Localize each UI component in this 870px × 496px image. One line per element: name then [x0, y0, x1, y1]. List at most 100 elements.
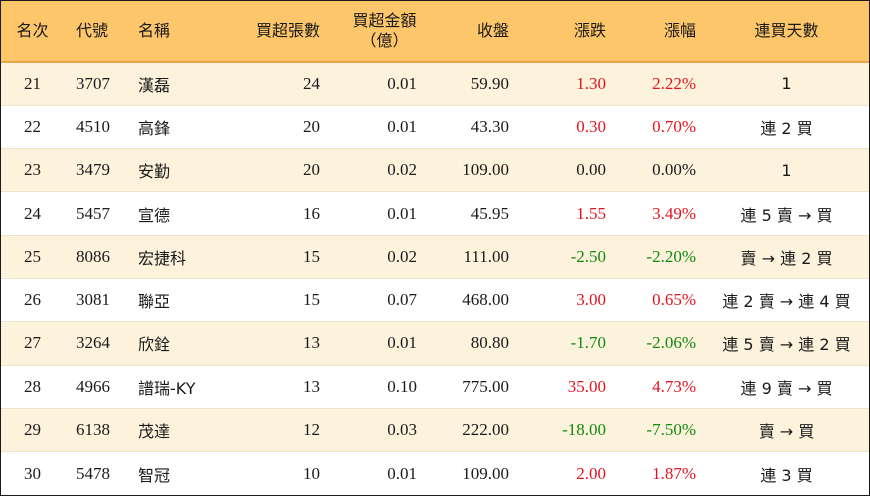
- table-row: 30 5478 智冠 10 0.01 109.00 2.00 1.87% 連 3 買: [1, 451, 869, 495]
- cell-rank: 24: [1, 191, 64, 236]
- cell-streak: 1: [781, 74, 792, 94]
- cell-streak: 連 3 買: [704, 451, 869, 495]
- cell-close: 59.90: [470, 73, 509, 93]
- cell-code: 4510: [64, 104, 128, 149]
- cell-name: 高鋒: [128, 104, 224, 149]
- cell-change-pct: -2.20%: [614, 234, 704, 279]
- header-name: 名稱: [128, 1, 224, 63]
- cell-buy-amount: 0.02: [326, 234, 425, 279]
- table-row: 28 4966 譜瑞-KY 13 0.10 775.00 35.00 4.73% 連 9 賣 →…: [1, 364, 869, 409]
- table-row: 24 5457 宣德 16 0.01 45.95 1.55 3.49% 連 5 賣 → 買: [1, 191, 869, 236]
- header-close: 收盤: [425, 1, 517, 63]
- cell-name: 宏捷科: [128, 234, 224, 279]
- cell-change: 35.00: [517, 364, 614, 409]
- cell-change: 2.00: [517, 451, 614, 495]
- cell-name: 漢磊: [138, 75, 171, 95]
- cell-buy-amount: 0.03: [326, 407, 425, 452]
- cell-buy-amount: 0.01: [326, 321, 425, 366]
- cell-rank: 28: [1, 364, 64, 409]
- cell-buy-qty: 16: [224, 191, 326, 236]
- cell-close: 109.00: [425, 451, 517, 495]
- cell-change-pct: 2.22%: [652, 73, 696, 93]
- cell-rank: 25: [1, 234, 64, 279]
- header-rank: 名次: [1, 1, 64, 63]
- table-row: 26 3081 聯亞 15 0.07 468.00 3.00 0.65% 連 2 賣 → 連 4…: [1, 277, 869, 322]
- cell-change: 0.30: [517, 104, 614, 149]
- cell-change: 3.00: [517, 277, 614, 322]
- cell-code: 5457: [64, 191, 128, 236]
- cell-streak: 連 2 買: [704, 104, 869, 149]
- cell-buy-qty: 13: [224, 321, 326, 366]
- table-row: 27 3264 欣銓 13 0.01 80.80 -1.70 -2.06% 連 5 賣 → 連 …: [1, 321, 869, 366]
- cell-name: 智冠: [128, 451, 224, 495]
- cell-streak: 連 5 賣 → 買: [704, 191, 869, 236]
- cell-buy-qty: 20: [224, 148, 326, 192]
- cell-streak: 賣 → 連 2 買: [704, 234, 869, 279]
- cell-close: 468.00: [425, 277, 517, 322]
- cell-change: -2.50: [517, 234, 614, 279]
- cell-streak: 連 9 賣 → 買: [704, 364, 869, 409]
- header-change: 漲跌: [517, 1, 614, 63]
- cell-change: 1.30: [576, 73, 606, 93]
- cell-buy-qty: 20: [224, 104, 326, 149]
- header-change-pct: 漲幅: [614, 1, 704, 63]
- cell-code: 4966: [64, 364, 128, 409]
- cell-change-pct: 0.70%: [614, 104, 704, 149]
- cell-close: 43.30: [425, 104, 517, 149]
- cell-rank: 21: [24, 73, 41, 93]
- cell-code: 3081: [64, 277, 128, 322]
- cell-rank: 23: [1, 148, 64, 192]
- table-row: 29 6138 茂達 12 0.03 222.00 -18.00 -7.50% 賣 → 買: [1, 407, 869, 452]
- header-streak: 連買天數: [704, 1, 869, 63]
- cell-change: -18.00: [517, 407, 614, 452]
- cell-buy-qty: 12: [224, 407, 326, 452]
- cell-change-pct: -2.06%: [614, 321, 704, 366]
- cell-name: 聯亞: [128, 277, 224, 322]
- cell-rank: 27: [1, 321, 64, 366]
- cell-buy-qty: 13: [224, 364, 326, 409]
- cell-buy-amount: 0.10: [326, 364, 425, 409]
- cell-buy-qty: 10: [224, 451, 326, 495]
- cell-close: 45.95: [425, 191, 517, 236]
- cell-change-pct: 4.73%: [614, 364, 704, 409]
- cell-change: 0.00: [517, 148, 614, 192]
- cell-buy-amount: 0.01: [326, 191, 425, 236]
- cell-name: 茂達: [128, 407, 224, 452]
- cell-change-pct: 0.00%: [614, 148, 704, 192]
- cell-buy-qty: 15: [224, 277, 326, 322]
- cell-close: 222.00: [425, 407, 517, 452]
- cell-buy-amount: 0.01: [326, 104, 425, 149]
- cell-change-pct: -7.50%: [614, 407, 704, 452]
- header-buy-amount-line2: （億）: [360, 31, 409, 50]
- cell-rank: 22: [1, 104, 64, 149]
- cell-change: -1.70: [517, 321, 614, 366]
- cell-rank: 29: [1, 407, 64, 452]
- cell-close: 80.80: [425, 321, 517, 366]
- cell-change: 1.55: [517, 191, 614, 236]
- table-row: 23 3479 安勤 20 0.02 109.00 0.00 0.00% 1: [1, 148, 869, 192]
- header-buy-amount: 買超金額 （億）: [326, 1, 425, 63]
- header-buy-qty: 買超張數: [224, 1, 326, 63]
- cell-code: 3707: [76, 73, 110, 93]
- table-row: 22 4510 高鋒 20 0.01 43.30 0.30 0.70% 連 2 買: [1, 104, 869, 149]
- cell-code: 8086: [64, 234, 128, 279]
- cell-streak: 連 5 賣 → 連 2 買: [704, 321, 869, 366]
- cell-buy-amount: 0.07: [326, 277, 425, 322]
- cell-name: 安勤: [128, 148, 224, 192]
- table-body: 21 3707 漢磊 24 0.01 59.90 1.30 2.22% 1 22 4510 高鋒 20 0…: [1, 62, 869, 495]
- cell-rank: 26: [1, 277, 64, 322]
- cell-buy-qty: 24: [303, 73, 320, 93]
- cell-buy-amount: 0.01: [326, 451, 425, 495]
- cell-change-pct: 3.49%: [614, 191, 704, 236]
- cell-buy-qty: 15: [224, 234, 326, 279]
- cell-name: 宣德: [128, 191, 224, 236]
- table-row: 25 8086 宏捷科 15 0.02 111.00 -2.50 -2.20% 賣 → 連 2 …: [1, 234, 869, 279]
- cell-close: 109.00: [425, 148, 517, 192]
- cell-streak: 賣 → 買: [704, 407, 869, 452]
- cell-buy-amount: 0.01: [387, 73, 417, 93]
- table-row: 21 3707 漢磊 24 0.01 59.90 1.30 2.22% 1: [1, 62, 869, 106]
- cell-name: 欣銓: [128, 321, 224, 366]
- cell-rank: 30: [1, 451, 64, 495]
